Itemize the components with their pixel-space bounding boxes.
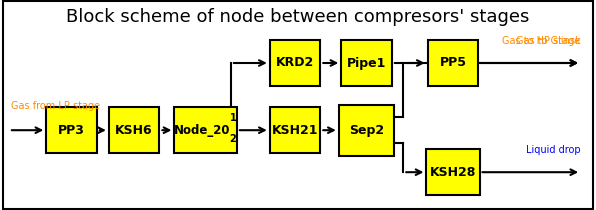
Text: 2: 2	[229, 134, 236, 144]
Bar	[339, 105, 395, 156]
Text: PP5: PP5	[439, 56, 467, 70]
Text: Gas to HP stage: Gas to HP stage	[502, 36, 581, 46]
Text: PP3: PP3	[58, 124, 85, 137]
Text: Gas to Glinsk: Gas to Glinsk	[516, 36, 581, 46]
Bar	[174, 107, 237, 153]
Text: Gas from LP stage: Gas from LP stage	[11, 101, 100, 111]
Text: Pipe1: Pipe1	[347, 56, 386, 70]
Text: Block scheme of node between compresors' stages: Block scheme of node between compresors'…	[66, 8, 530, 26]
Bar	[428, 40, 478, 86]
Text: KSH21: KSH21	[272, 124, 318, 137]
Text: Sep2: Sep2	[349, 124, 384, 137]
Text: Liquid drop: Liquid drop	[526, 145, 581, 155]
Text: KSH28: KSH28	[430, 166, 476, 179]
Bar	[269, 40, 321, 86]
Bar	[46, 107, 97, 153]
Bar	[108, 107, 160, 153]
Text: KRD2: KRD2	[276, 56, 314, 70]
Bar	[269, 107, 321, 153]
Bar	[341, 40, 392, 86]
Bar	[426, 149, 480, 195]
Text: KSH6: KSH6	[115, 124, 153, 137]
Text: Node_20: Node_20	[174, 124, 230, 137]
Text: 1: 1	[229, 113, 236, 123]
